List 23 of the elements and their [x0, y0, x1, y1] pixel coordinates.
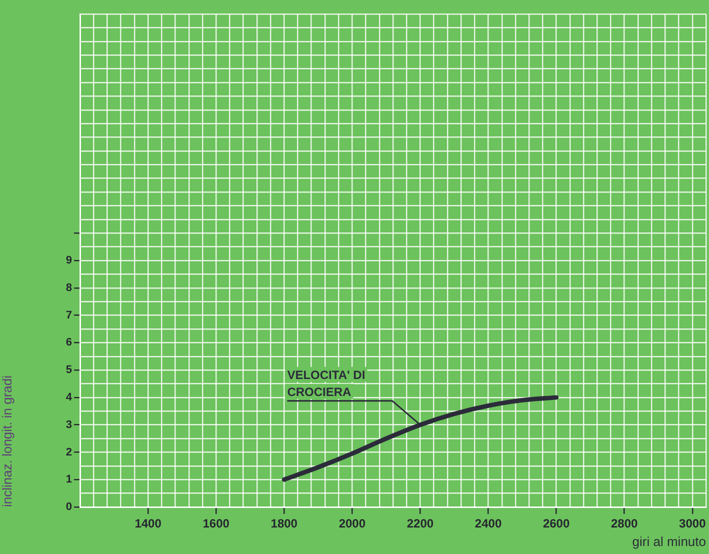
y-tick-label: 1	[66, 474, 72, 486]
x-tick-label: 1600	[202, 516, 230, 531]
x-tick-label: 2600	[542, 516, 570, 531]
x-tick-label: 2200	[406, 516, 434, 531]
y-tick-label: 7	[66, 309, 72, 322]
annotation: VELOCITA' DI CROCIERA	[287, 368, 366, 399]
y-tick-label: 8	[66, 282, 72, 294]
x-tick-label: 2000	[338, 516, 366, 531]
x-tick-label: 2800	[610, 516, 638, 531]
x-axis-title: giri al minuto	[632, 534, 706, 549]
y-tick-label: 5	[66, 364, 72, 376]
x-tick-label: 2400	[474, 516, 502, 531]
y-axis-title: inclinaz. longit. in gradi	[0, 375, 14, 507]
y-tick-label: 3	[66, 418, 72, 431]
y-tick-label: 9	[66, 254, 72, 267]
x-tick-label: 1800	[270, 516, 298, 531]
y-tick-label: 6	[66, 336, 72, 349]
y-tick-label: 4	[66, 391, 73, 404]
y-tick-label: 0	[66, 501, 72, 514]
x-tick-label: 3000	[679, 516, 706, 531]
x-tick-label: 1400	[134, 516, 162, 531]
line-series	[282, 395, 559, 482]
y-tick-label: 2	[66, 446, 72, 458]
